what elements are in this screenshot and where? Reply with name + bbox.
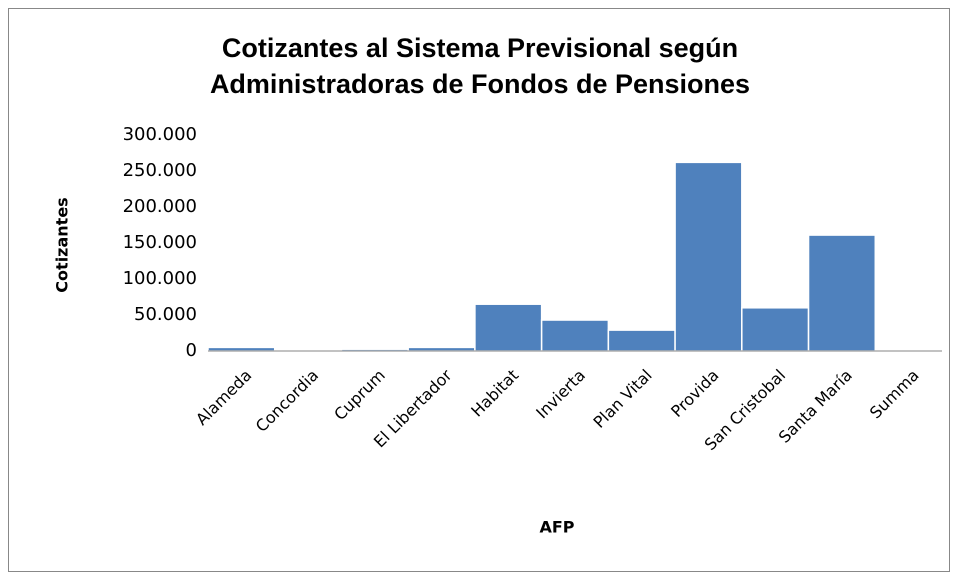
y-tick-label: 150.000 — [123, 232, 197, 253]
bar — [207, 346, 276, 352]
bar — [741, 307, 810, 352]
y-tick-label: 50.000 — [134, 304, 197, 325]
bar — [474, 303, 543, 352]
chart-title: Cotizantes al Sistema Previsional según — [222, 33, 738, 63]
y-tick-label: 300.000 — [123, 124, 197, 145]
bar — [674, 161, 743, 352]
chart-title: Administradoras de Fondos de Pensiones — [210, 69, 750, 99]
y-tick-label: 100.000 — [123, 268, 197, 289]
y-tick-label: 250.000 — [123, 160, 197, 181]
y-tick-label: 200.000 — [123, 196, 197, 217]
bar — [407, 346, 476, 352]
chart-frame — [8, 8, 950, 572]
x-axis-title: AFP — [539, 518, 574, 537]
y-tick-label: 0 — [186, 340, 197, 361]
bar — [540, 319, 610, 352]
bar — [607, 329, 676, 352]
y-axis-title: Cotizantes — [53, 197, 72, 292]
bar — [807, 234, 877, 352]
